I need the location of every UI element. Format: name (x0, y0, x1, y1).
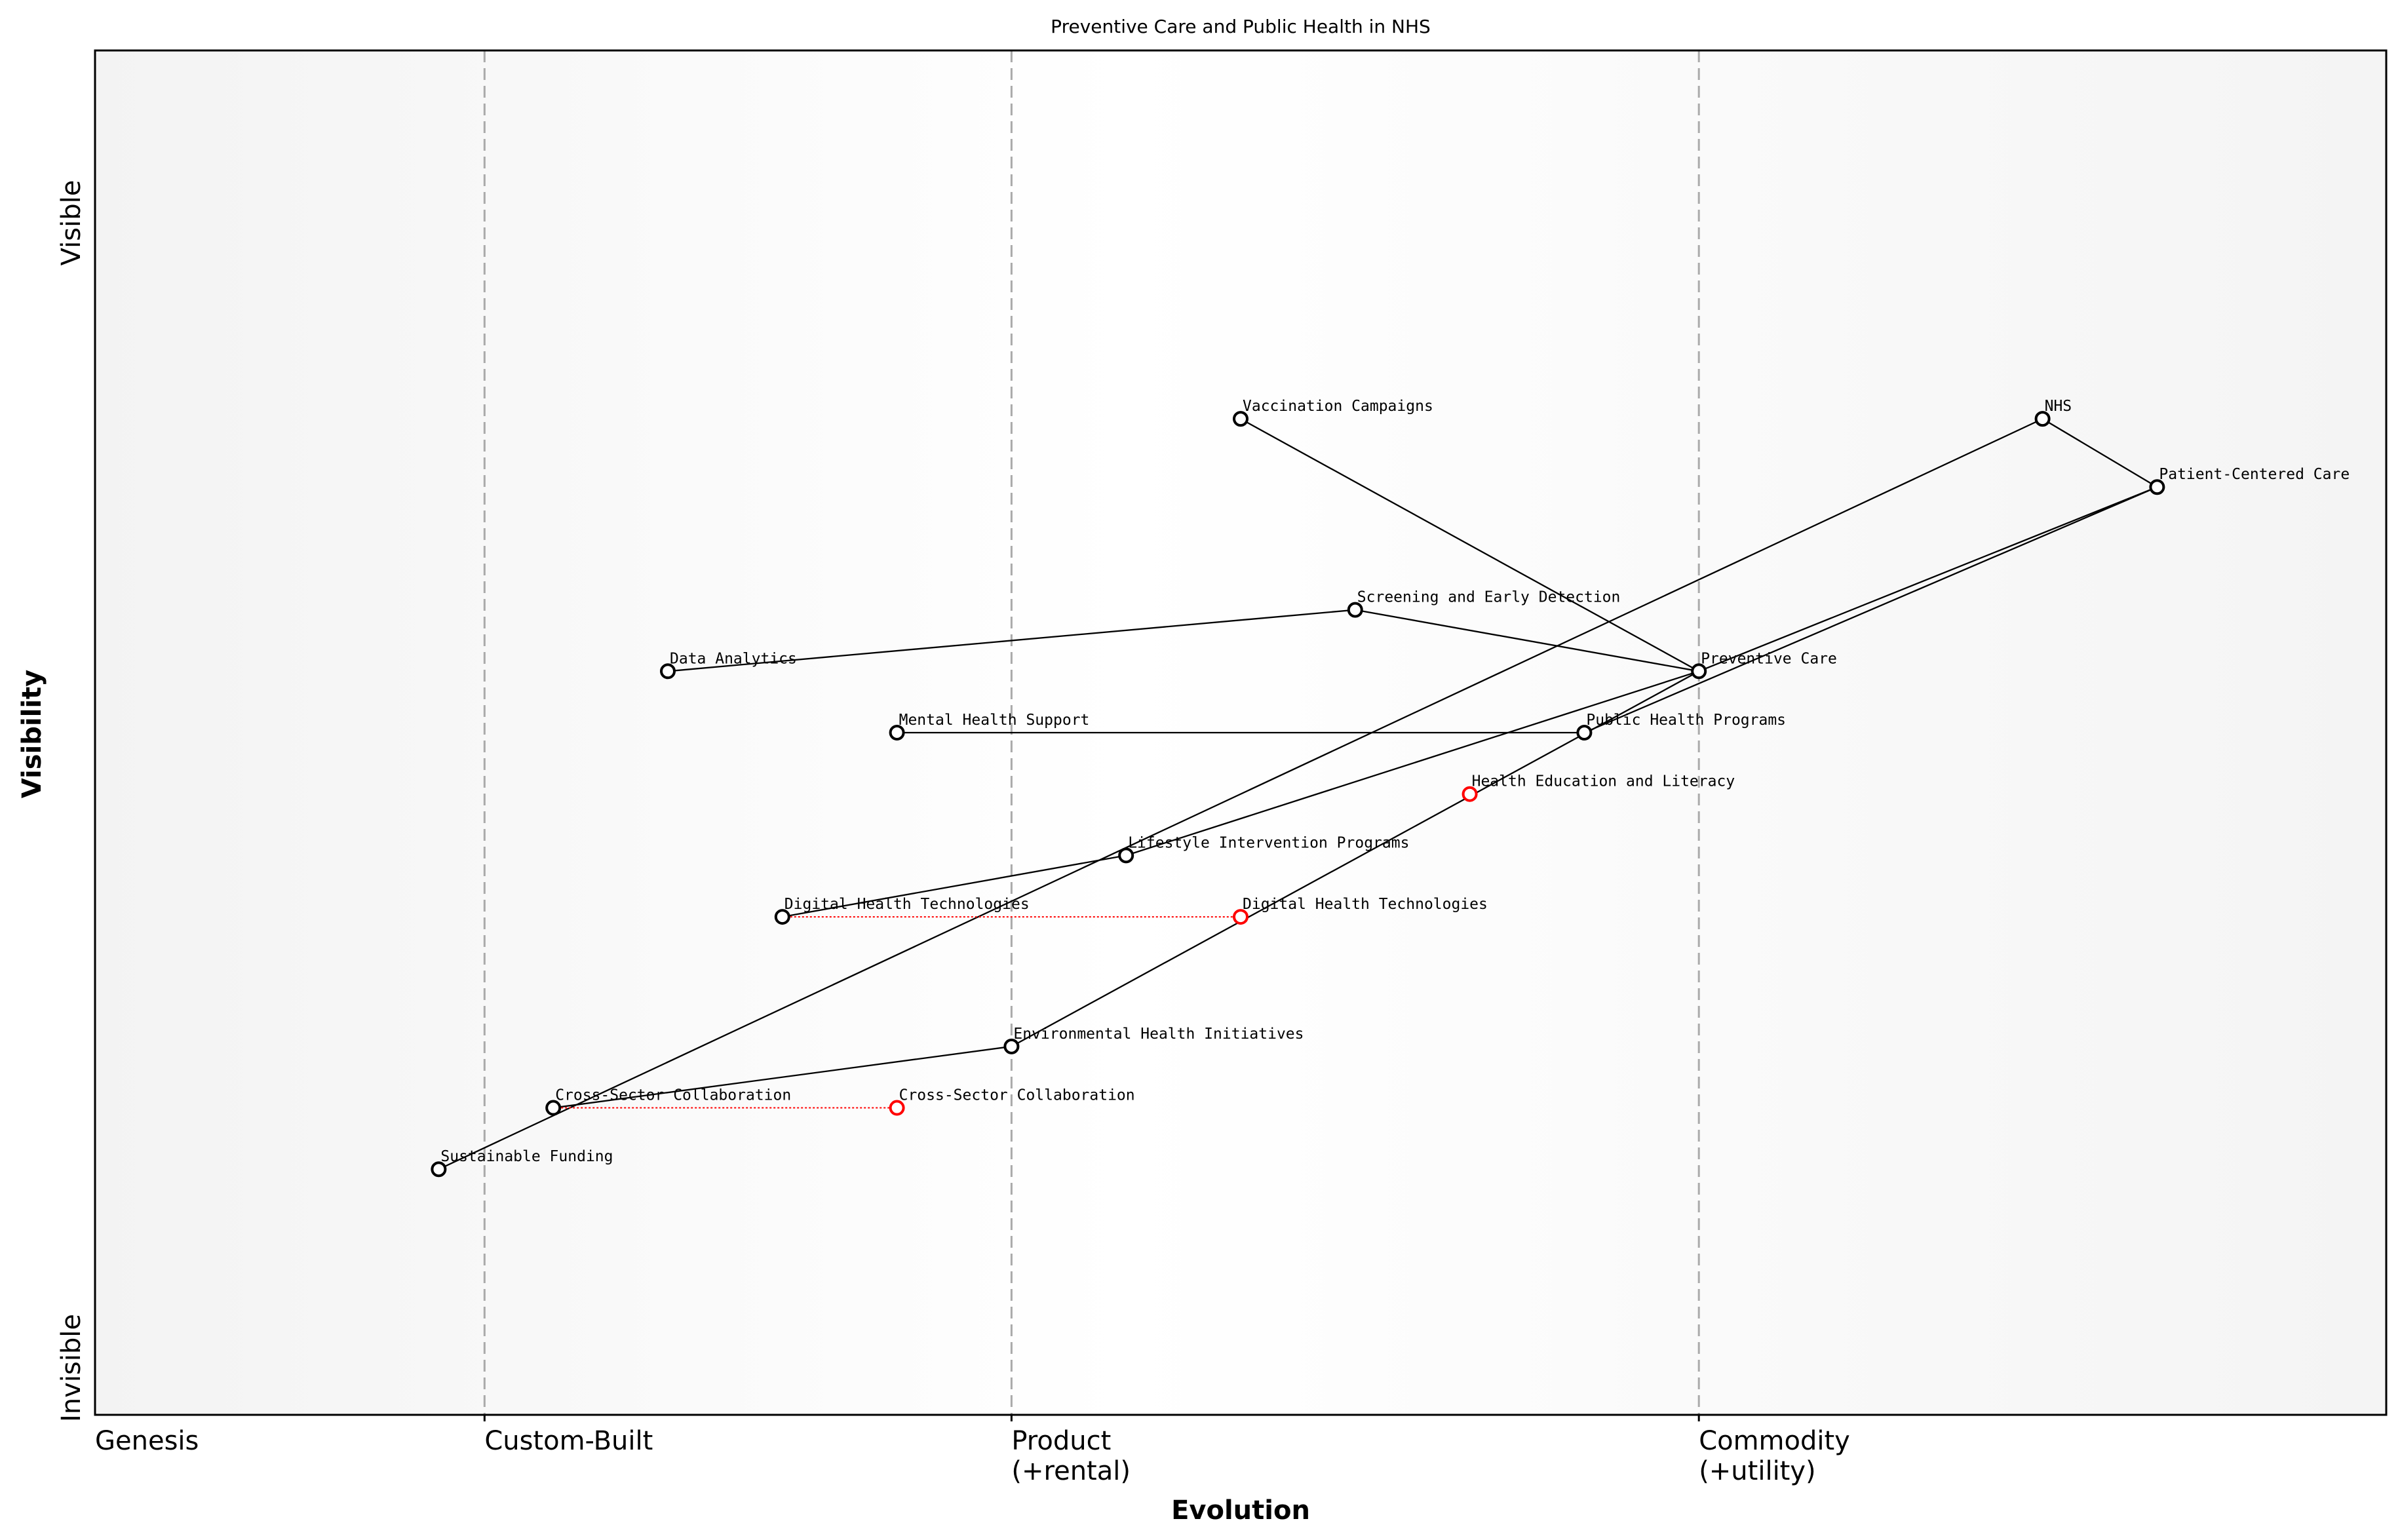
component-marker (1233, 411, 1248, 427)
component-cross[interactable]: Cross-Sector Collaboration (545, 1087, 791, 1116)
x-tick-label: Product (1011, 1426, 1111, 1456)
plot-frame (94, 49, 2388, 1416)
component-label: Cross-Sector Collaboration (899, 1087, 1135, 1104)
link-screen-data (667, 609, 1355, 672)
component-marker (1576, 725, 1593, 741)
component-marker (1233, 909, 1248, 925)
link-pcc-php (1583, 486, 2158, 734)
components: NHS Patient-Centered Care Vaccination Camp… (431, 398, 2350, 1178)
component-label: Vaccination Campaigns (1243, 398, 1433, 415)
component-marker (1347, 602, 1363, 618)
component-marker (660, 663, 676, 680)
component-marker (889, 725, 905, 741)
x-axis-label: Evolution (1171, 1495, 1310, 1526)
component-label: NHS (2045, 398, 2072, 415)
link-env-cross (553, 1045, 1012, 1109)
link-life-digital (782, 855, 1127, 918)
component-marker (889, 1100, 905, 1116)
link-screen-prev (1355, 609, 1699, 672)
y-axis-invisible-label: Invisible (56, 1314, 87, 1422)
component-marker (1461, 786, 1478, 802)
component-marker (1003, 1038, 1020, 1054)
link-prev-life (1125, 670, 1699, 857)
link-vacc-prev (1240, 418, 1699, 672)
component-marker (545, 1100, 562, 1116)
component-label: Data Analytics (670, 650, 797, 667)
x-tick-label: (+utility) (1699, 1456, 1815, 1486)
component-label: Patient-Centered Care (2159, 466, 2350, 483)
component-marker (774, 909, 790, 925)
component-label: Environmental Health Initiatives (1013, 1026, 1304, 1043)
evolved-component-1[interactable]: Digital Health Technologies (1233, 896, 1488, 925)
component-mental[interactable]: Mental Health Support (889, 712, 1090, 741)
x-tick-label: Genesis (95, 1426, 199, 1456)
y-axis-visible-label: Visible (56, 180, 87, 266)
component-label: Health Education and Literacy (1472, 773, 1735, 790)
component-label: Public Health Programs (1586, 712, 1786, 729)
evolved-component-0[interactable]: Health Education and Literacy (1461, 773, 1735, 802)
y-axis-label: Visibility (17, 670, 47, 798)
component-digital[interactable]: Digital Health Technologies (774, 896, 1030, 925)
component-marker (2149, 479, 2165, 495)
component-env[interactable]: Environmental Health Initiatives (1003, 1026, 1304, 1054)
component-label: Screening and Early Detection (1357, 589, 1621, 606)
component-label: Digital Health Technologies (784, 896, 1030, 913)
link-nhs-fund (438, 418, 2043, 1170)
component-marker (1691, 663, 1707, 680)
link-nhs-pcc (2042, 418, 2158, 488)
component-label: Sustainable Funding (440, 1148, 613, 1165)
dependency-links (438, 418, 2158, 1170)
x-tick-label: (+rental) (1011, 1456, 1131, 1486)
map-title: Preventive Care and Public Health in NHS (1051, 16, 1431, 37)
evolution-axis-ticks: Genesis Custom-Built Product(+rental) Commo… (95, 1415, 1850, 1486)
component-php[interactable]: Public Health Programs (1576, 712, 1786, 741)
evolution-links (553, 916, 1241, 1109)
component-marker (2034, 411, 2051, 427)
component-marker (1118, 847, 1134, 864)
component-label: Lifestyle Intervention Programs (1128, 834, 1409, 851)
x-tick-label: Commodity (1699, 1426, 1850, 1456)
component-screen[interactable]: Screening and Early Detection (1347, 589, 1621, 618)
component-label: Digital Health Technologies (1243, 896, 1488, 913)
component-label: Cross-Sector Collaboration (555, 1087, 791, 1104)
component-prev[interactable]: Preventive Care (1691, 650, 1837, 680)
evolved-component-2[interactable]: Cross-Sector Collaboration (889, 1087, 1135, 1116)
component-pcc[interactable]: Patient-Centered Care (2149, 466, 2350, 495)
link-pcc-prev (1698, 486, 2158, 672)
component-label: Preventive Care (1701, 650, 1837, 667)
component-life[interactable]: Lifestyle Intervention Programs (1118, 834, 1409, 864)
component-label: Mental Health Support (899, 712, 1090, 729)
component-data[interactable]: Data Analytics (660, 650, 797, 680)
component-fund[interactable]: Sustainable Funding (431, 1148, 613, 1178)
component-nhs[interactable]: NHS (2034, 398, 2072, 427)
component-marker (431, 1161, 447, 1178)
x-tick-label: Custom-Built (484, 1426, 653, 1456)
component-vacc[interactable]: Vaccination Campaigns (1233, 398, 1433, 427)
